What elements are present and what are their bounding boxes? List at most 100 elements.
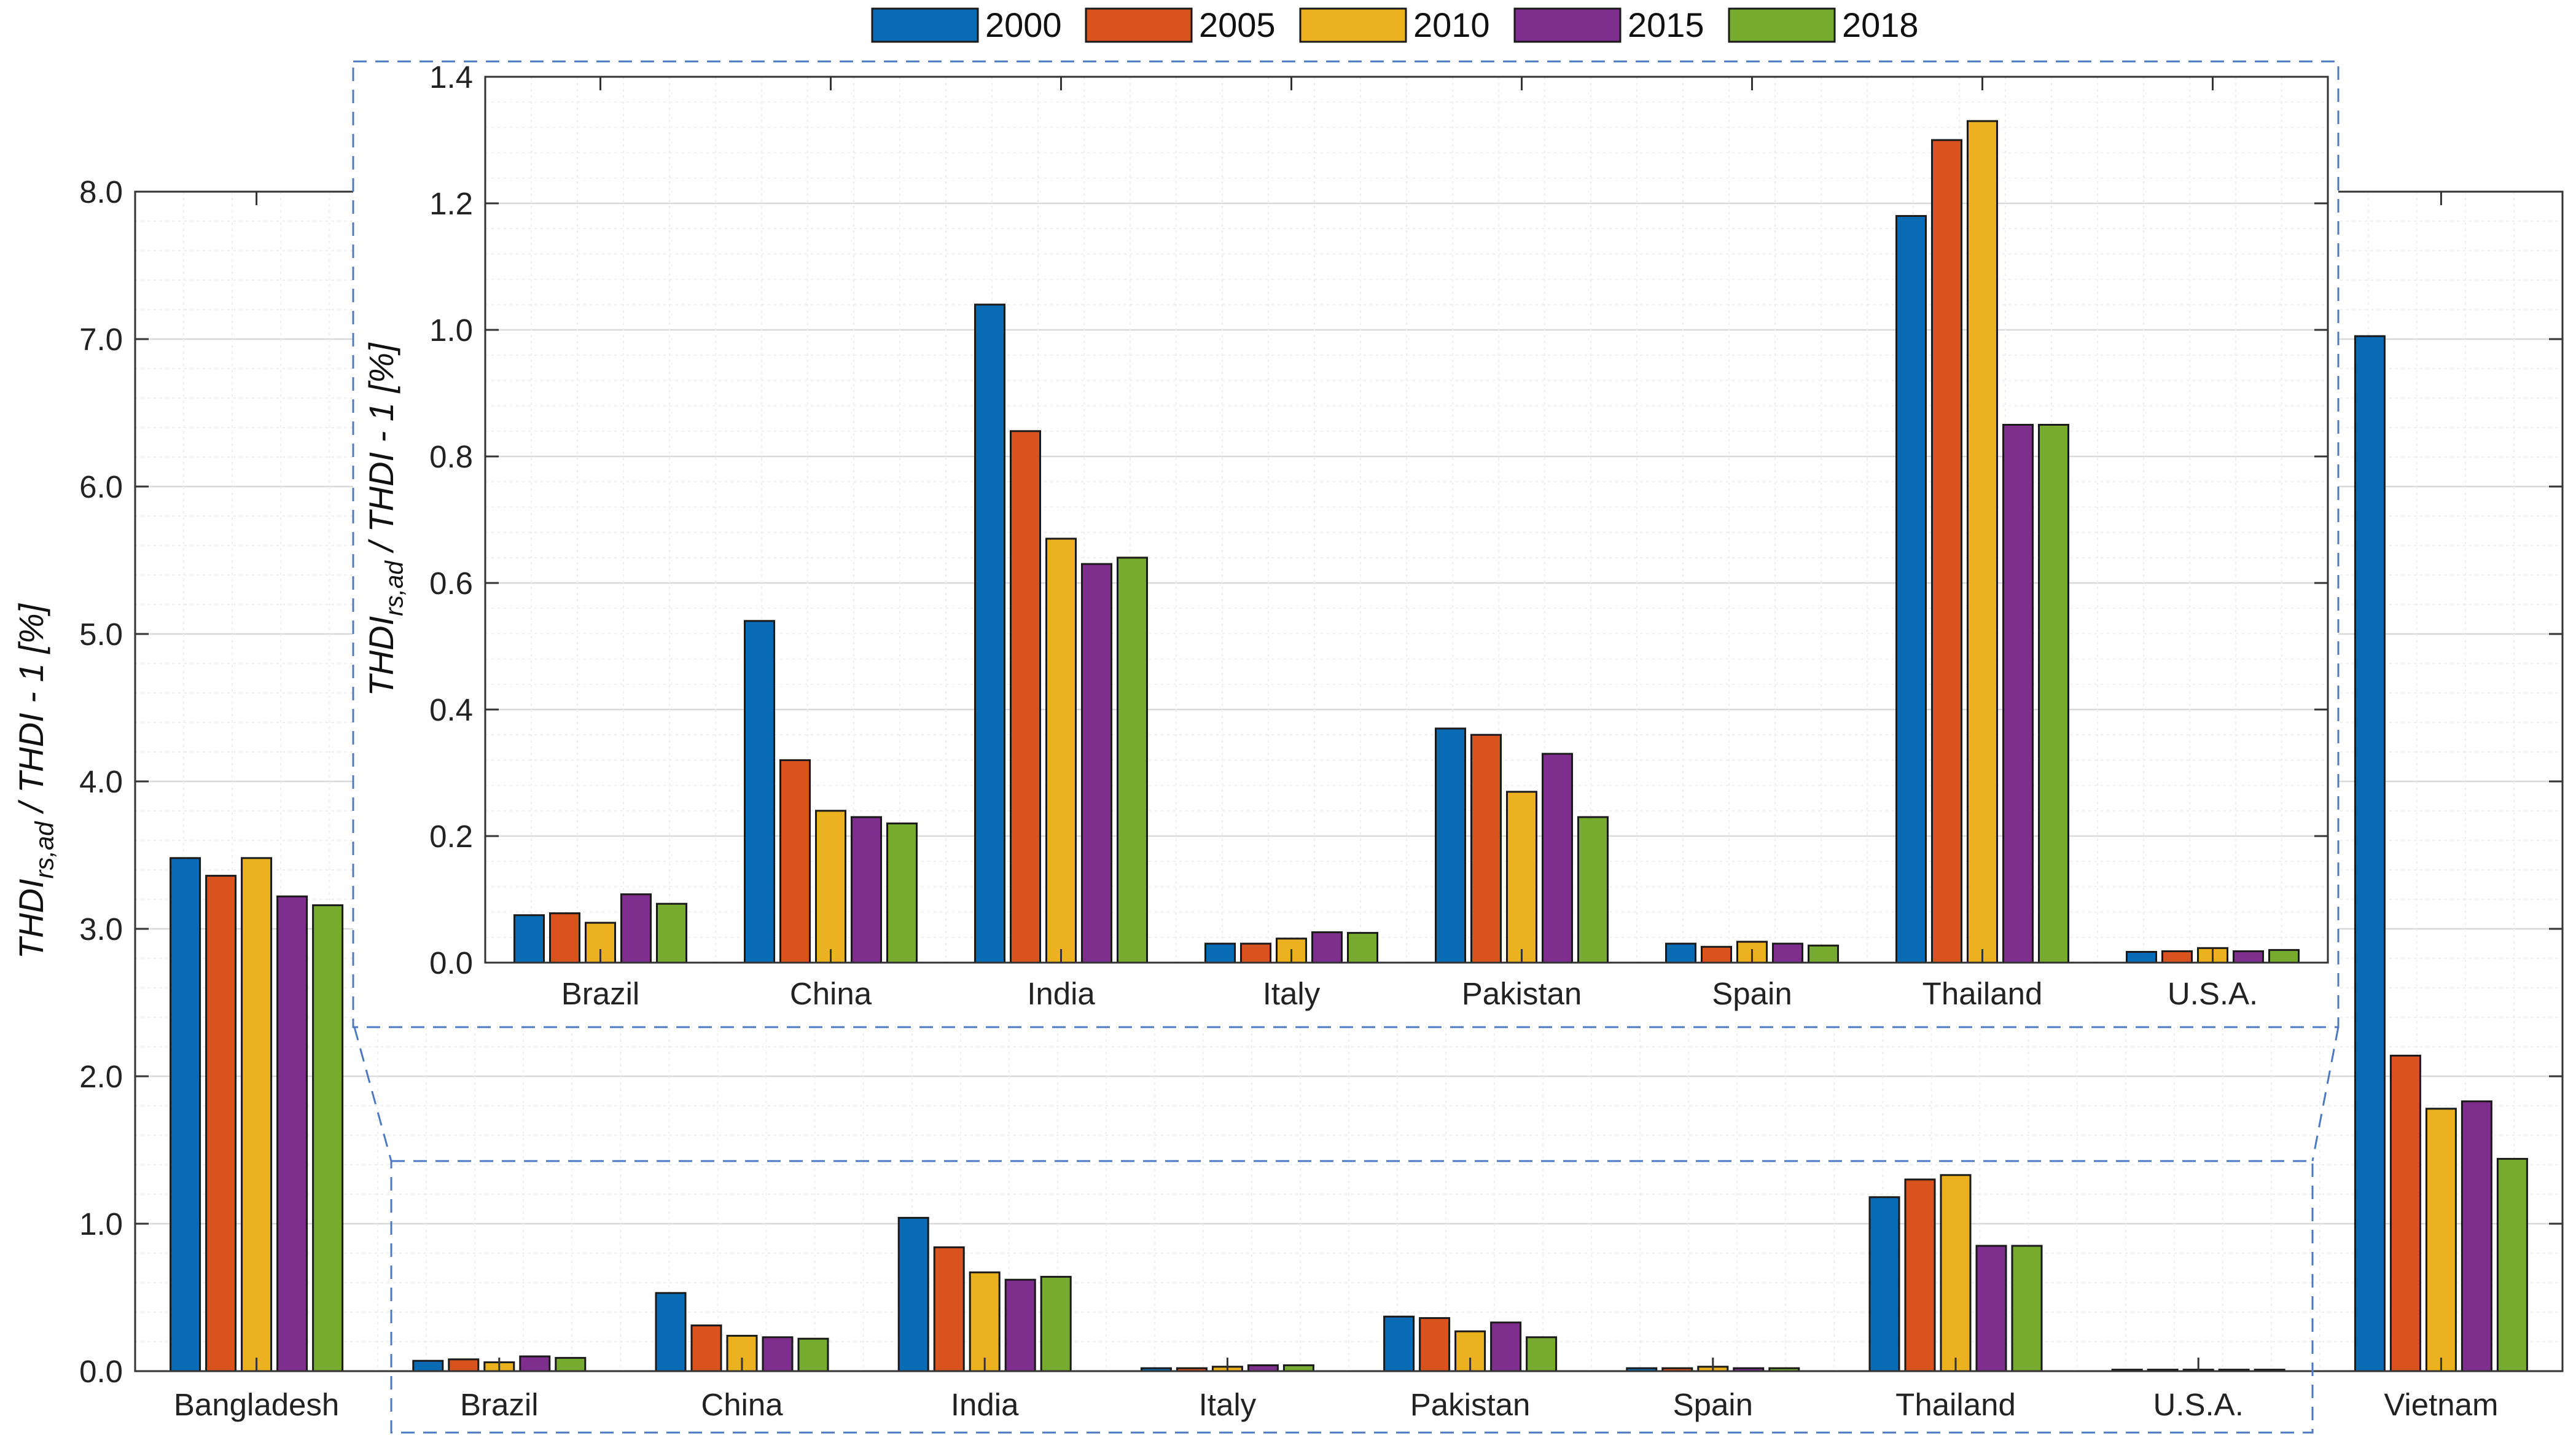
inset-x-tick-label: China (790, 976, 872, 1011)
inset-bar-U.S.A.-2005 (2161, 950, 2193, 964)
inset-bar-Spain-2000 (1665, 942, 1696, 964)
inset-bar-Spain-2015 (1772, 942, 1803, 964)
bar-India-2018 (1040, 1275, 1072, 1372)
y-tick-label: 4.0 (79, 764, 123, 799)
x-tick-label: Italy (1199, 1387, 1257, 1422)
legend-swatch-2015 (1513, 7, 1622, 43)
inset-bar-Pakistan-2010 (1506, 791, 1537, 964)
y-tick-label: 6.0 (79, 469, 123, 504)
inset-bar-India-2005 (1010, 430, 1041, 964)
bar-Brazil-2018 (555, 1356, 587, 1372)
x-tick-label: Pakistan (1410, 1387, 1531, 1422)
y-axis-label-rest: / THDI - 1 [%] (12, 603, 50, 821)
inset-bar-Brazil-2015 (620, 893, 652, 964)
x-tick-label: India (951, 1387, 1019, 1422)
y-axis-label: THDIrs,ad / THDI - 1 [%] (12, 603, 58, 959)
x-tick-label: Brazil (460, 1387, 539, 1422)
inset-bar-Brazil-2000 (513, 914, 545, 964)
inset-y-tick-label: 0.4 (429, 692, 473, 727)
inset-bar-Thailand-2010 (1967, 120, 1998, 964)
legend-swatch-2000 (871, 7, 979, 43)
bar-Vietnam-2018 (2496, 1157, 2528, 1372)
y-tick-label: 2.0 (79, 1059, 123, 1094)
bar-Vietnam-2000 (2354, 335, 2386, 1372)
bar-Bangladesh-2010 (241, 857, 273, 1372)
legend-swatch-2005 (1085, 7, 1193, 43)
legend-label: 2010 (1413, 6, 1490, 44)
y-tick-label: 3.0 (79, 912, 123, 947)
inset-bar-India-2018 (1117, 557, 1148, 964)
bar-China-2000 (655, 1292, 687, 1372)
inset-y-tick-label: 1.2 (429, 186, 473, 221)
legend-label: 2018 (1842, 6, 1919, 44)
y-axis-label-subscript: rs,ad (380, 560, 408, 616)
inset-bar-Italy-2000 (1204, 942, 1236, 964)
legend-label: 2005 (1199, 6, 1276, 44)
zoom-connectors (353, 1027, 2340, 1434)
bar-Bangladesh-2018 (312, 904, 344, 1372)
connector-left (353, 1027, 392, 1162)
inset-x-tick-label: Italy (1263, 976, 1321, 1011)
bar-Pakistan-2018 (1526, 1336, 1558, 1372)
bar-Bangladesh-2015 (276, 895, 308, 1372)
bar-Vietnam-2005 (2389, 1054, 2421, 1372)
inset-x-tick-label: Spain (1712, 976, 1792, 1011)
inset-y-tick-label: 0.0 (429, 945, 473, 980)
inset-bar-China-2005 (779, 759, 811, 964)
inset-x-tick-label: U.S.A. (2168, 976, 2258, 1011)
bar-India-2010 (969, 1271, 1001, 1372)
inset-bar-Thailand-2015 (2002, 424, 2034, 964)
bar-China-2005 (690, 1324, 722, 1372)
inset-bar-Italy-2018 (1347, 932, 1378, 964)
inset-bar-India-2000 (974, 303, 1005, 964)
y-tick-label: 8.0 (79, 174, 123, 209)
inset-bar-Spain-2005 (1701, 945, 1732, 964)
legend-label: 2000 (985, 6, 1062, 44)
y-axis-label-main: THDI (12, 878, 50, 959)
inset-bar-Pakistan-2005 (1470, 733, 1502, 964)
bar-Thailand-2005 (1904, 1178, 1936, 1372)
legend-swatch-2018 (1728, 7, 1836, 43)
bar-Brazil-2015 (519, 1355, 551, 1372)
bar-India-2015 (1004, 1278, 1036, 1372)
legend-swatch-2010 (1299, 7, 1407, 43)
inset-y-tick-label: 0.8 (429, 439, 473, 474)
bar-Thailand-2015 (1975, 1245, 2007, 1372)
legend-label: 2015 (1628, 6, 1704, 44)
y-tick-label: 1.0 (79, 1207, 123, 1242)
inset-bar-Italy-2015 (1311, 931, 1343, 964)
inset-bar-Italy-2005 (1240, 942, 1271, 964)
inset-bar-China-2018 (886, 822, 918, 964)
y-tick-label: 0.0 (79, 1354, 123, 1389)
inset-x-tick-label: Thailand (1922, 976, 2043, 1011)
y-tick-label: 5.0 (79, 617, 123, 652)
bar-Vietnam-2015 (2461, 1100, 2492, 1372)
inset-bar-Pakistan-2015 (1542, 753, 1573, 964)
inset-bar-India-2010 (1045, 538, 1077, 964)
inset-y-tick-label: 0.6 (429, 566, 473, 601)
y-axis-label-main: THDI (362, 616, 400, 697)
bar-Brazil-2000 (412, 1359, 444, 1372)
x-tick-label: China (701, 1387, 783, 1422)
y-axis-label-subscript: rs,ad (29, 821, 58, 879)
inset-bar-U.S.A.-2015 (2233, 950, 2264, 964)
inset-x-tick-label: Pakistan (1462, 976, 1582, 1011)
bar-Pakistan-2000 (1383, 1315, 1415, 1372)
bar-China-2018 (797, 1337, 829, 1372)
inset-chart: Brazil China India Italy Pakistan Spain Thaila… (352, 60, 2340, 1028)
x-tick-label: Spain (1673, 1387, 1753, 1422)
inset-bar-Brazil-2018 (656, 902, 687, 964)
zoom-region (390, 1160, 2314, 1434)
inset-bar-Thailand-2018 (2038, 424, 2069, 964)
y-axis-label: THDIrs,ad / THDI - 1 [%] (362, 342, 408, 696)
inset-bar-Pakistan-2018 (1577, 816, 1609, 964)
bar-India-2005 (933, 1246, 965, 1372)
bar-Thailand-2000 (1868, 1196, 1900, 1372)
bar-Vietnam-2010 (2425, 1108, 2457, 1372)
bar-India-2000 (897, 1216, 929, 1372)
bar-Thailand-2010 (1940, 1174, 1972, 1372)
inset-bar-China-2010 (815, 810, 846, 964)
x-tick-label: Vietnam (2384, 1387, 2498, 1422)
inset-y-tick-label: 0.2 (429, 819, 473, 854)
